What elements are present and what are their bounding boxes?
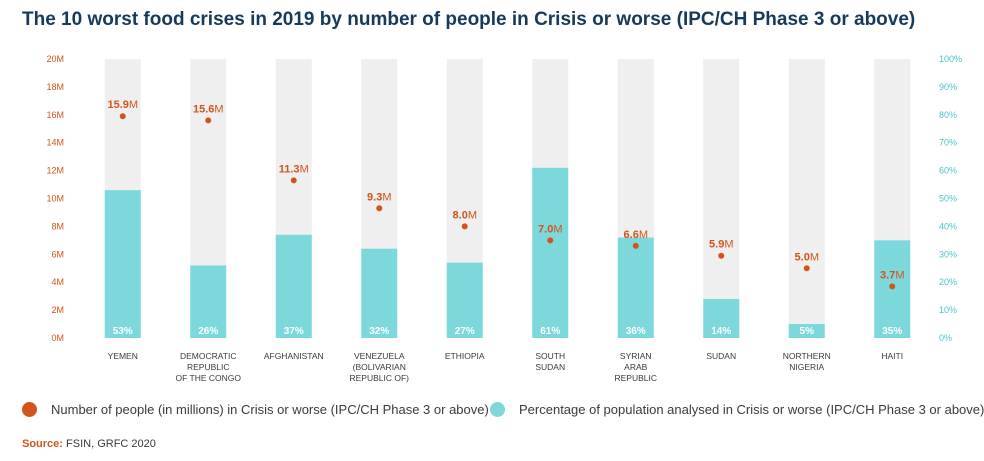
people-point-label: 7.0M	[538, 223, 562, 235]
percent-bar	[361, 248, 398, 338]
y-left-tick-label: 6M	[51, 249, 64, 259]
source-label: Source:	[22, 438, 63, 450]
legend-percent-marker	[490, 402, 505, 417]
y-left-tick-label: 0M	[51, 333, 64, 343]
percent-bar-label: 32%	[369, 326, 389, 337]
legend-percent-label: Percentage of population analysed in Cri…	[519, 402, 984, 417]
y-right-tick-label: 100%	[939, 54, 962, 64]
people-point-label: 11.3M	[279, 163, 309, 175]
legend-item-percent: Percentage of population analysed in Cri…	[490, 402, 984, 417]
percent-bar-label: 35%	[882, 326, 902, 337]
y-right-tick-label: 10%	[939, 305, 957, 315]
people-point-label: 3.7M	[880, 269, 904, 281]
people-point-label: 15.9M	[107, 99, 138, 111]
y-left-tick-label: 4M	[51, 277, 64, 287]
y-left-tick-label: 2M	[51, 305, 64, 315]
x-category-label: OF THE CONGO	[176, 373, 242, 383]
people-point	[718, 252, 725, 259]
percent-bar-label: 37%	[284, 326, 304, 337]
background-bar	[788, 59, 825, 338]
percent-bar	[617, 237, 654, 338]
y-right-tick-label: 30%	[939, 249, 957, 259]
people-point-label: 6.6M	[624, 229, 648, 241]
people-point	[461, 223, 468, 230]
legend-people-marker	[22, 402, 37, 417]
y-left-tick-label: 12M	[46, 166, 64, 176]
x-category-label: YEMEN	[108, 351, 138, 361]
y-right-tick-label: 90%	[939, 82, 957, 92]
x-category-label: SUDAN	[535, 362, 565, 372]
legend-people-label: Number of people (in millions) in Crisis…	[51, 402, 489, 417]
y-right-tick-label: 0%	[939, 333, 952, 343]
percent-bar	[703, 298, 740, 338]
x-category-label: NIGERIA	[789, 362, 824, 372]
x-category-label: REPUBLIC	[614, 373, 657, 383]
y-left-tick-label: 14M	[46, 138, 64, 148]
x-category-label: AFGHANISTAN	[264, 351, 324, 361]
percent-bar-label: 5%	[800, 326, 815, 337]
y-left-tick-label: 16M	[46, 110, 64, 120]
y-right-tick-label: 50%	[939, 194, 957, 204]
x-category-label: (BOLIVARIAN	[353, 362, 406, 372]
y-left-tick-label: 20M	[46, 54, 64, 64]
people-point	[290, 177, 297, 184]
x-category-label: ETHIOPIA	[445, 351, 485, 361]
x-category-label: ARAB	[624, 362, 647, 372]
x-category-label: SYRIAN	[620, 351, 652, 361]
x-category-label: VENEZUELA	[354, 351, 405, 361]
percent-bar	[275, 234, 312, 338]
food-crises-chart: 0M 2M 4M 6M 8M 10M 12M 14M 16M 18M 20M 0% 10% 20% 30% 4…	[46, 54, 962, 383]
people-point	[803, 265, 810, 272]
people-point	[205, 117, 212, 124]
percent-bar	[446, 262, 483, 338]
x-category-label: NORTHERN	[783, 351, 831, 361]
percent-bar	[190, 265, 227, 338]
x-category-label: SUDAN	[706, 351, 736, 361]
percent-bar	[104, 190, 141, 338]
percent-bar	[788, 324, 825, 338]
people-point	[632, 242, 639, 249]
people-point	[889, 283, 896, 290]
chart-title: The 10 worst food crises in 2019 by numb…	[22, 9, 916, 30]
percent-bar-label: 14%	[711, 326, 731, 337]
y-left-tick-label: 10M	[46, 194, 64, 204]
people-point-label: 9.3M	[367, 191, 391, 203]
background-bar	[703, 59, 740, 338]
y-left-tick-label: 18M	[46, 82, 64, 92]
x-category-label: DEMOCRATIC	[180, 351, 237, 361]
y-right-tick-label: 80%	[939, 110, 957, 120]
percent-bar	[532, 167, 569, 338]
legend-item-people: Number of people (in millions) in Crisis…	[22, 402, 489, 417]
percent-bar-label: 26%	[198, 326, 218, 337]
x-category-label: REPUBLIC OF)	[349, 373, 409, 383]
source-text: FSIN, GRFC 2020	[66, 438, 156, 450]
people-point-label: 5.0M	[795, 251, 819, 263]
percent-bar-label: 61%	[540, 326, 560, 337]
y-right-tick-label: 40%	[939, 221, 957, 231]
people-point	[376, 205, 383, 212]
x-category-label: SOUTH	[535, 351, 565, 361]
people-point	[547, 237, 554, 244]
percent-bar-label: 36%	[626, 326, 646, 337]
y-right-tick-label: 60%	[939, 166, 957, 176]
y-left-tick-label: 8M	[51, 221, 64, 231]
y-right-tick-label: 70%	[939, 138, 957, 148]
x-category-label: REPUBLIC	[187, 362, 230, 372]
x-category-label: HAITI	[881, 351, 903, 361]
source-note: Source: FSIN, GRFC 2020	[22, 438, 156, 450]
people-point	[119, 113, 126, 120]
percent-bar-label: 27%	[455, 326, 475, 337]
y-right-tick-label: 20%	[939, 277, 957, 287]
people-point-label: 8.0M	[453, 209, 477, 221]
percent-bar-label: 53%	[113, 326, 133, 337]
people-point-label: 5.9M	[709, 239, 733, 251]
people-point-label: 15.6M	[193, 103, 224, 115]
